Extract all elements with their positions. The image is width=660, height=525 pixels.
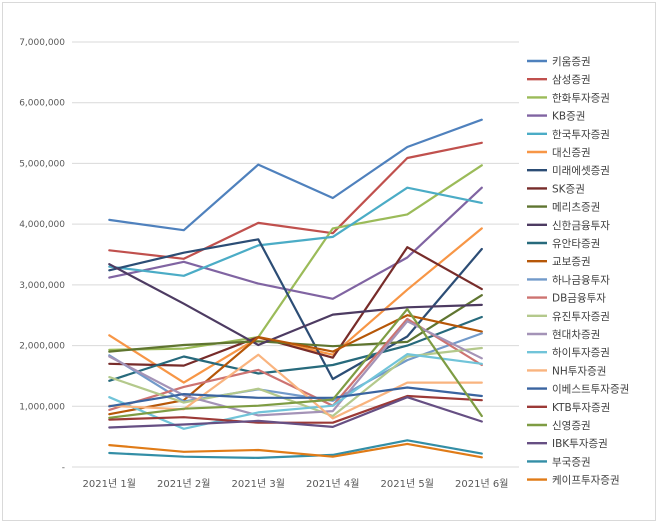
series-line-11 bbox=[108, 315, 483, 382]
series-line-1 bbox=[108, 118, 483, 232]
legend-label: KB증권 bbox=[552, 111, 585, 123]
legend-label: NH투자증권 bbox=[552, 365, 606, 377]
series-line-2 bbox=[108, 141, 483, 260]
y-tick-label: 3,000,000 bbox=[19, 281, 65, 291]
x-tick-label: 2021년 3월 bbox=[232, 478, 285, 490]
legend-label: 신영증권 bbox=[552, 420, 591, 432]
legend-label: 현대차증권 bbox=[552, 329, 600, 341]
legend-label: IBK투자증권 bbox=[552, 438, 608, 450]
legend-label: 하이투자증권 bbox=[552, 346, 610, 359]
series-line-24 bbox=[108, 442, 483, 459]
legend-label: 미래에셋증권 bbox=[552, 165, 610, 177]
legend-label: 부국증권 bbox=[552, 456, 591, 468]
series-line-17 bbox=[108, 353, 483, 430]
y-tick-label: 4,000,000 bbox=[19, 220, 65, 230]
legend-label: 한국투자증권 bbox=[552, 129, 610, 141]
legend-label: 키움증권 bbox=[552, 56, 591, 68]
x-tick-label: 2021년 5월 bbox=[381, 478, 434, 490]
legend-label: 유진투자증권 bbox=[552, 311, 610, 323]
y-tick-label: - bbox=[62, 463, 65, 473]
y-tick-label: 7,000,000 bbox=[19, 38, 65, 48]
x-tick-label: 2021년 2월 bbox=[157, 478, 210, 490]
series-line-23 bbox=[108, 439, 483, 459]
series-line-21 bbox=[108, 308, 483, 419]
series-line-9 bbox=[108, 294, 483, 353]
series-line-18 bbox=[108, 353, 483, 420]
y-axis-ticks: - 1,000,000 2,000,000 3,000,000 4,000,000 5,0… bbox=[19, 38, 65, 473]
x-axis-ticks: 2021년 1월 2021년 2월 2021년 3월 2021년 4월 2021년 5월… bbox=[83, 478, 509, 490]
y-tick-label: 5,000,000 bbox=[19, 159, 65, 169]
y-tick-label: 1,000,000 bbox=[19, 402, 65, 412]
legend-label: 신한금융투자 bbox=[552, 220, 610, 232]
x-tick-label: 2021년 6월 bbox=[455, 478, 508, 490]
series-line-3 bbox=[108, 164, 483, 351]
legend-label: 삼성증권 bbox=[552, 74, 591, 86]
series-line-4 bbox=[108, 186, 483, 300]
legend-label: 유안타증권 bbox=[552, 238, 600, 250]
legend-label: 케이프투자증권 bbox=[552, 475, 620, 487]
legend-label: 한화투자증권 bbox=[552, 92, 610, 104]
series-line-10 bbox=[108, 263, 483, 347]
legend-label: KTB투자증권 bbox=[552, 402, 610, 414]
legend-label: 이베스트투자증권 bbox=[552, 384, 629, 396]
series-line-19 bbox=[108, 386, 483, 408]
series-line-7 bbox=[108, 238, 483, 381]
legend-label: SK증권 bbox=[552, 183, 585, 195]
series-line-8 bbox=[108, 246, 483, 367]
legend-label: 대신증권 bbox=[552, 147, 591, 159]
legend-label: DB금융투자 bbox=[552, 293, 606, 305]
series-lines bbox=[108, 118, 483, 459]
series-line-12 bbox=[108, 314, 483, 416]
series-line-22 bbox=[108, 396, 483, 429]
y-tick-label: 6,000,000 bbox=[19, 99, 65, 109]
series-line-20 bbox=[108, 394, 483, 424]
y-tick-label: 2,000,000 bbox=[19, 342, 65, 352]
legend-label: 하나금융투자 bbox=[552, 273, 610, 286]
x-tick-label: 2021년 1월 bbox=[83, 478, 136, 490]
series-line-6 bbox=[108, 227, 483, 384]
series-line-5 bbox=[108, 186, 483, 277]
legend-label: 메리츠증권 bbox=[552, 202, 600, 214]
x-tick-label: 2021년 4월 bbox=[306, 478, 359, 490]
legend-label: 교보증권 bbox=[552, 256, 591, 268]
